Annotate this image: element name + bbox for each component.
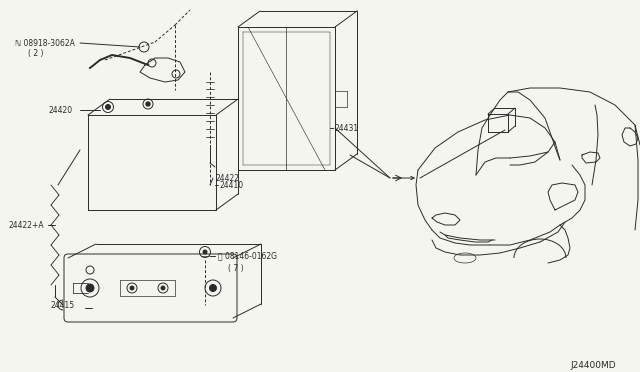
- Text: ( 7 ): ( 7 ): [228, 263, 244, 273]
- Text: 24420: 24420: [48, 106, 72, 115]
- Text: 24431: 24431: [335, 124, 359, 132]
- Text: ℕ 08918-3062A: ℕ 08918-3062A: [15, 38, 75, 48]
- Text: 24410: 24410: [220, 180, 244, 189]
- Text: ( 2 ): ( 2 ): [28, 48, 44, 58]
- Text: 24415: 24415: [50, 301, 74, 310]
- Circle shape: [146, 102, 150, 106]
- Text: J24400MD: J24400MD: [570, 360, 616, 369]
- Circle shape: [209, 285, 216, 292]
- Text: 24422: 24422: [215, 173, 239, 183]
- Text: Ⓑ 08146-0162G: Ⓑ 08146-0162G: [218, 251, 277, 260]
- Circle shape: [106, 105, 111, 109]
- Circle shape: [203, 250, 207, 254]
- Circle shape: [86, 284, 94, 292]
- Text: 24422+A: 24422+A: [8, 221, 44, 230]
- Circle shape: [130, 286, 134, 290]
- Circle shape: [161, 286, 165, 290]
